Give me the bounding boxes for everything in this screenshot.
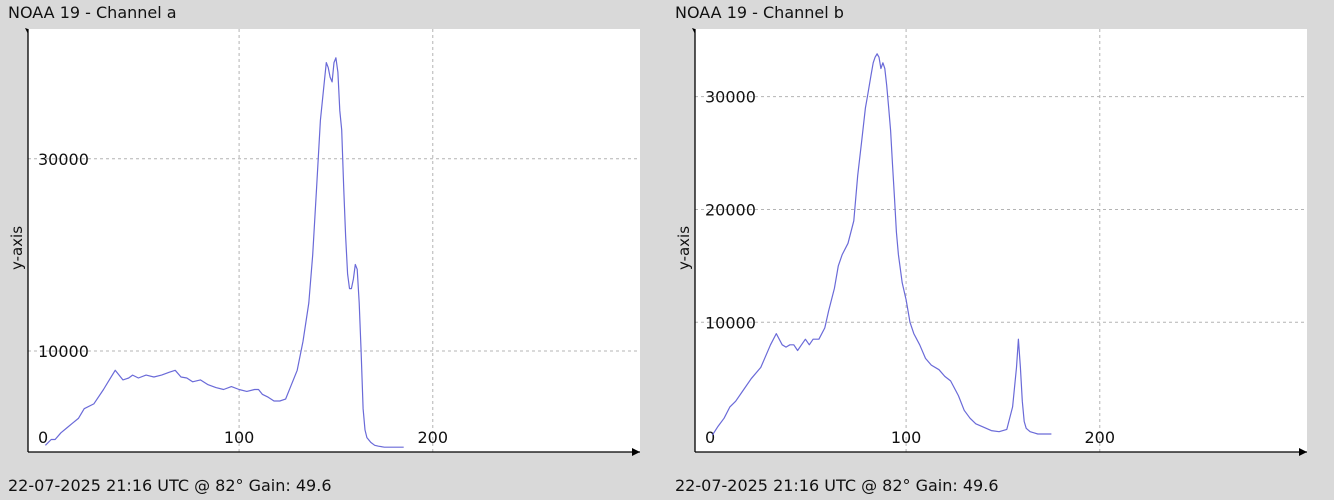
plot-area-channel-a: 0 100 200 10000 30000 [25, 28, 640, 456]
series-line [44, 57, 404, 448]
y-tick-label: 10000 [705, 313, 756, 332]
y-tick-label: 10000 [38, 342, 89, 361]
plot-background [28, 29, 640, 452]
zero-tick-label: 0 [38, 428, 48, 447]
footer-status: 22-07-2025 21:16 UTC @ 82° Gain: 49.6 [8, 476, 332, 495]
x-tick-label: 200 [1084, 428, 1115, 447]
plot-area-channel-b: 0 100 200 10000 20000 30000 [692, 28, 1307, 456]
x-tick-label: 100 [891, 428, 922, 447]
footer-status: 22-07-2025 21:16 UTC @ 82° Gain: 49.6 [675, 476, 999, 495]
x-axis-arrow [1299, 448, 1307, 456]
x-tick-label: 100 [224, 428, 255, 447]
x-axis-arrow [632, 448, 640, 456]
zero-tick-label: 0 [705, 428, 715, 447]
plot-background [695, 29, 1307, 452]
y-axis-arrow [25, 28, 28, 34]
y-axis-arrow [692, 28, 695, 34]
y-tick-label: 20000 [705, 200, 756, 219]
chart-panel-channel-b: NOAA 19 - Channel b y-axis 0 100 200 10000 2… [667, 0, 1334, 500]
chart-title: NOAA 19 - Channel b [675, 3, 844, 22]
y-tick-label: 30000 [705, 88, 756, 107]
chart-title: NOAA 19 - Channel a [8, 3, 177, 22]
series-line [711, 53, 1052, 436]
y-tick-label: 30000 [38, 150, 89, 169]
chart-panel-channel-a: NOAA 19 - Channel a y-axis 0 100 200 10000 3… [8, 3, 640, 495]
x-tick-label: 200 [417, 428, 448, 447]
